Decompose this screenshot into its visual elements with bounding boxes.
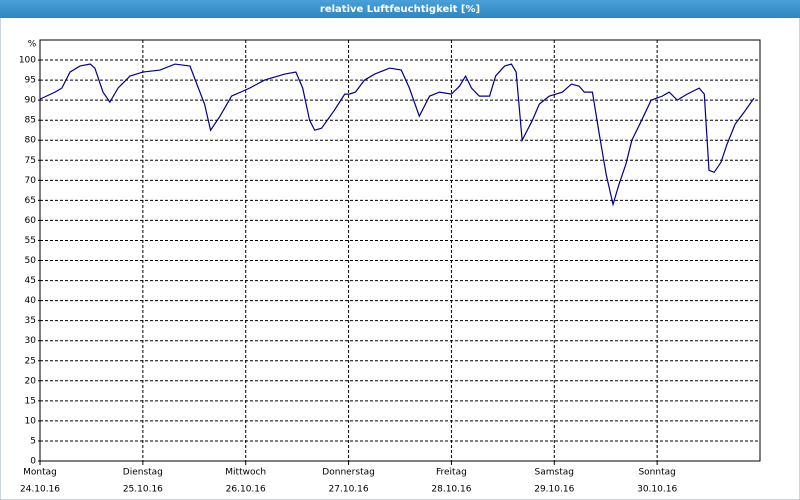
y-tick-label: 0 bbox=[30, 457, 36, 467]
y-tick-label: 20 bbox=[25, 376, 37, 386]
y-tick-label: 70 bbox=[25, 176, 37, 186]
plot-frame bbox=[39, 39, 761, 462]
y-tick-label: 30 bbox=[25, 336, 37, 346]
x-tick-date: 26.10.16 bbox=[226, 485, 266, 495]
x-tick-date: 30.10.16 bbox=[637, 485, 677, 495]
y-tick-label: 35 bbox=[25, 316, 36, 326]
x-tick-label: Dienstag bbox=[123, 468, 163, 478]
y-tick-label: 40 bbox=[25, 296, 37, 306]
title-bar bbox=[0, 0, 800, 18]
x-tick-date: 27.10.16 bbox=[329, 485, 369, 495]
y-tick-label: 5 bbox=[30, 436, 36, 446]
x-tick-label: Sonntag bbox=[638, 468, 675, 478]
y-tick-label: 55 bbox=[25, 236, 36, 246]
y-tick-label: 45 bbox=[25, 276, 36, 286]
y-tick-label: 85 bbox=[25, 116, 36, 126]
x-tick-date: 28.10.16 bbox=[431, 485, 471, 495]
y-tick-label: 100 bbox=[19, 56, 36, 66]
y-tick-label: 80 bbox=[25, 136, 37, 146]
x-tick-label: Freitag bbox=[436, 468, 467, 478]
x-tick-date: 29.10.16 bbox=[534, 485, 574, 495]
y-tick-label: 50 bbox=[25, 256, 37, 266]
x-tick-label: Donnerstag bbox=[322, 468, 375, 478]
y-tick-label: 95 bbox=[25, 76, 36, 86]
data-line bbox=[39, 63, 755, 207]
x-tick-date: 25.10.16 bbox=[123, 485, 163, 495]
x-tick-label: Mittwoch bbox=[225, 468, 266, 478]
y-axis-label: % bbox=[28, 40, 37, 50]
y-tick-label: 60 bbox=[25, 216, 37, 226]
x-tick-date: 24.10.16 bbox=[20, 485, 60, 495]
y-tick-label: 10 bbox=[25, 416, 37, 426]
y-tick-label: 15 bbox=[25, 396, 36, 406]
x-tick-label: Samstag bbox=[535, 468, 574, 478]
y-tick-label: 65 bbox=[25, 196, 36, 206]
y-tick-label: 90 bbox=[25, 96, 37, 106]
x-tick-label: Montag bbox=[23, 468, 57, 478]
y-tick-label: 25 bbox=[25, 356, 36, 366]
y-tick-label: 75 bbox=[25, 156, 36, 166]
chart-title: relative Luftfeuchtigkeit [%] bbox=[320, 4, 480, 15]
